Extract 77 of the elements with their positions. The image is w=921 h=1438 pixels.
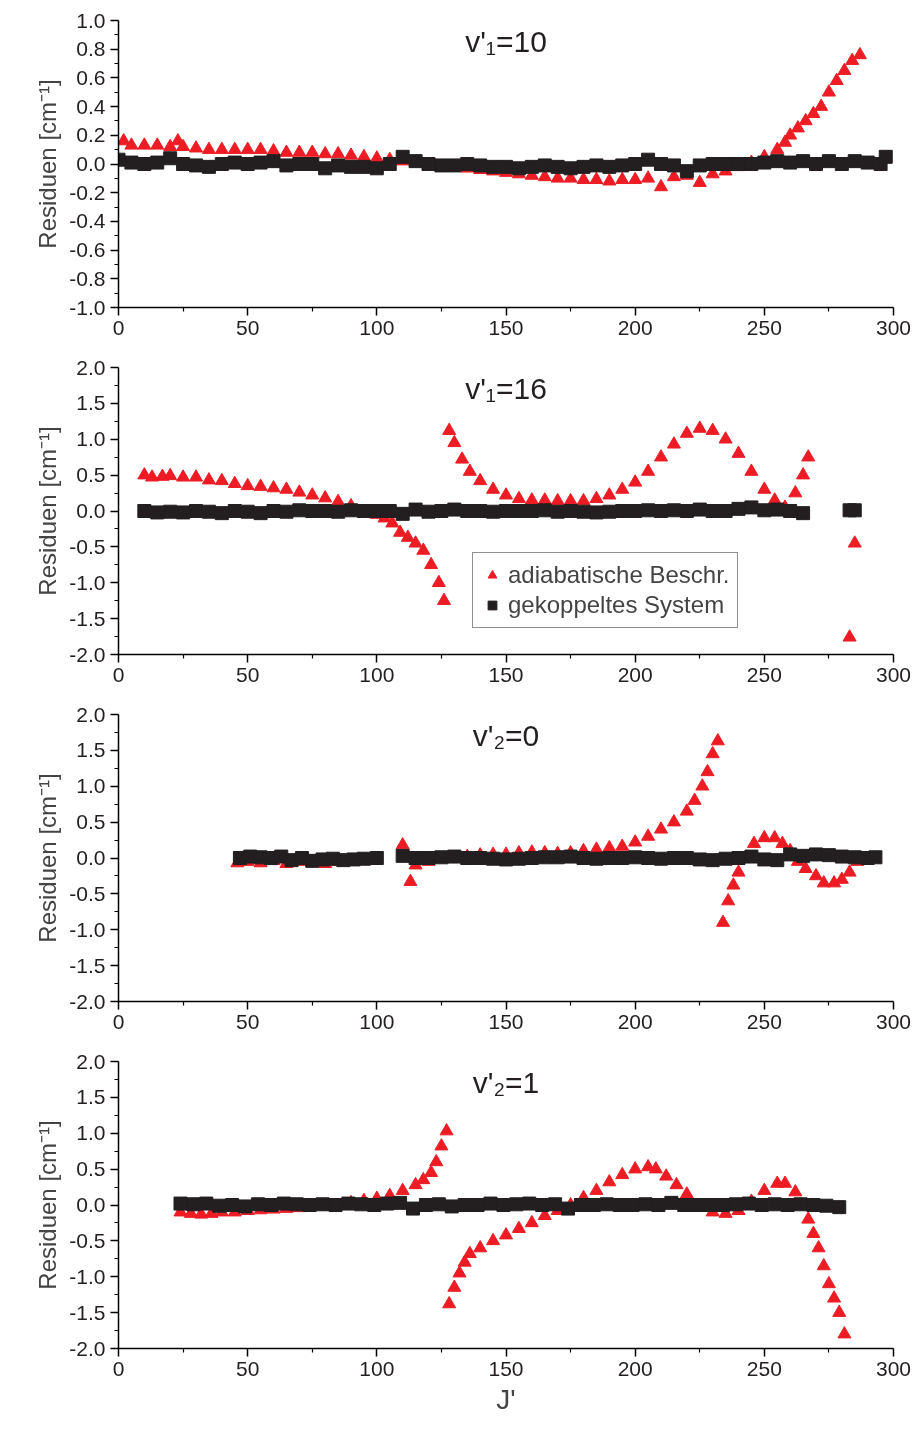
- y-tick-label: 1.0: [76, 8, 106, 32]
- y-tick-label: -1.5: [69, 1300, 106, 1324]
- y-axis-title: Residuen [cm⁻¹]: [34, 79, 62, 249]
- y-tick-label: 2.0: [76, 355, 106, 379]
- x-tick-label: 150: [488, 315, 524, 339]
- y-tick-label: -0.5: [69, 881, 106, 905]
- y-axis-title: Residuen [cm⁻¹]: [34, 773, 62, 943]
- y-axis-title: Residuen [cm⁻¹]: [34, 1120, 62, 1290]
- y-tick-label: -0.8: [69, 266, 106, 290]
- x-tick-label: 0: [112, 315, 125, 339]
- y-tick-label: 1.5: [76, 1085, 106, 1109]
- x-tick-label: 250: [746, 1356, 782, 1380]
- y-tick-label: 1.0: [76, 1121, 106, 1145]
- x-tick-label: 300: [875, 1356, 912, 1380]
- y-tick-label: -0.2: [69, 180, 106, 204]
- y-tick-label: -1.0: [69, 1264, 106, 1288]
- chart-title: v'₁=10: [465, 24, 547, 58]
- x-tick-label: 50: [235, 662, 260, 686]
- y-tick-label: -2.0: [69, 642, 106, 666]
- x-tick-label: 0: [112, 1009, 125, 1033]
- chart-title: v'₂=0: [472, 718, 540, 752]
- x-tick-label: 300: [875, 315, 912, 339]
- x-tick-label: 150: [488, 1356, 524, 1380]
- y-tick-label: -2.0: [69, 989, 106, 1013]
- x-tick-label: 250: [746, 315, 782, 339]
- y-tick-label: -0.4: [69, 209, 106, 233]
- y-tick-label: -0.5: [69, 1228, 106, 1252]
- x-tick-label: 150: [488, 1009, 524, 1033]
- y-tick-label: 0.2: [76, 123, 106, 147]
- y-tick-label: -1.0: [69, 295, 106, 319]
- x-tick-label: 0: [112, 1356, 125, 1380]
- y-tick-label: 0.0: [76, 1193, 106, 1216]
- legend-label: adiabatische Beschr.: [508, 561, 730, 589]
- chart-title: v'₁=16: [465, 371, 547, 405]
- y-tick-label: 0.8: [76, 37, 106, 61]
- x-tick-label: 100: [359, 662, 395, 686]
- y-tick-label: 2.0: [76, 1049, 106, 1073]
- y-tick-label: -1.5: [69, 953, 106, 977]
- y-tick-label: -0.6: [69, 238, 106, 262]
- y-tick-label: 1.0: [76, 427, 106, 451]
- x-axis-title: J': [496, 1383, 516, 1415]
- x-tick-label: 50: [235, 1009, 260, 1033]
- y-tick-label: 0.5: [76, 810, 106, 834]
- y-tick-label: 1.5: [76, 391, 106, 415]
- legend-label: gekoppeltes System: [508, 591, 725, 619]
- y-tick-label: -2.0: [69, 1336, 106, 1360]
- x-tick-label: 200: [617, 315, 653, 339]
- x-tick-label: 250: [746, 1009, 782, 1033]
- x-tick-label: 50: [235, 1356, 260, 1380]
- x-tick-label: 200: [617, 1009, 653, 1033]
- y-tick-label: 1.0: [76, 774, 106, 798]
- x-tick-label: 250: [746, 662, 782, 686]
- y-tick-label: -1.5: [69, 606, 106, 630]
- x-tick-label: 300: [875, 662, 912, 686]
- y-axis-title: Residuen [cm⁻¹]: [34, 426, 62, 596]
- y-tick-label: 0.6: [76, 65, 106, 89]
- y-tick-label: 0.4: [76, 94, 106, 118]
- x-tick-label: 50: [235, 315, 260, 339]
- chart-title: v'₂=1: [472, 1065, 540, 1099]
- y-tick-label: 0.5: [76, 463, 106, 487]
- x-tick-label: 200: [617, 1356, 653, 1380]
- y-tick-label: -1.0: [69, 570, 106, 594]
- y-tick-label: 0.0: [76, 499, 106, 522]
- y-tick-label: -0.5: [69, 534, 106, 558]
- x-tick-label: 150: [488, 662, 524, 686]
- x-tick-label: 300: [875, 1009, 912, 1033]
- y-tick-label: 0.0: [76, 152, 106, 175]
- x-tick-label: 100: [359, 1356, 395, 1380]
- y-tick-label: -1.0: [69, 917, 106, 941]
- x-tick-label: 200: [617, 662, 653, 686]
- y-tick-label: 1.5: [76, 738, 106, 762]
- y-tick-label: 2.0: [76, 702, 106, 726]
- y-tick-label: 0.5: [76, 1157, 106, 1181]
- x-tick-label: 100: [359, 1009, 395, 1033]
- y-tick-label: 0.0: [76, 846, 106, 869]
- x-tick-label: 0: [112, 662, 125, 686]
- x-tick-label: 100: [359, 315, 395, 339]
